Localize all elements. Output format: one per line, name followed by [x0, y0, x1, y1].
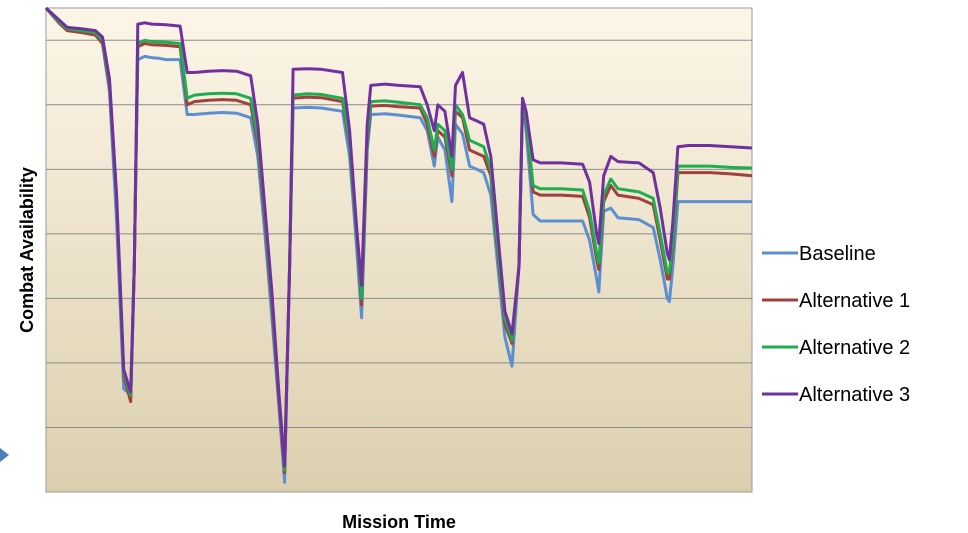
legend-label-4: Alternative 3: [799, 384, 910, 406]
gridlines: [46, 39, 752, 428]
legend-label-3: Alternative 2: [799, 337, 910, 359]
legend: Baseline Alternative 1 Alternative 2 Altern…: [762, 243, 910, 406]
chevron-right-icon: [0, 448, 9, 462]
legend-label-1: Baseline: [799, 243, 876, 265]
y-axis-label: Combat Availability: [17, 167, 37, 333]
series-line-3: [44, 6, 753, 471]
series-line-4: [44, 6, 753, 468]
x-axis-label: Mission Time: [342, 512, 456, 532]
plot-area: [45, 7, 753, 493]
series-lines: [44, 6, 753, 484]
legend-label-2: Alternative 1: [799, 290, 910, 312]
